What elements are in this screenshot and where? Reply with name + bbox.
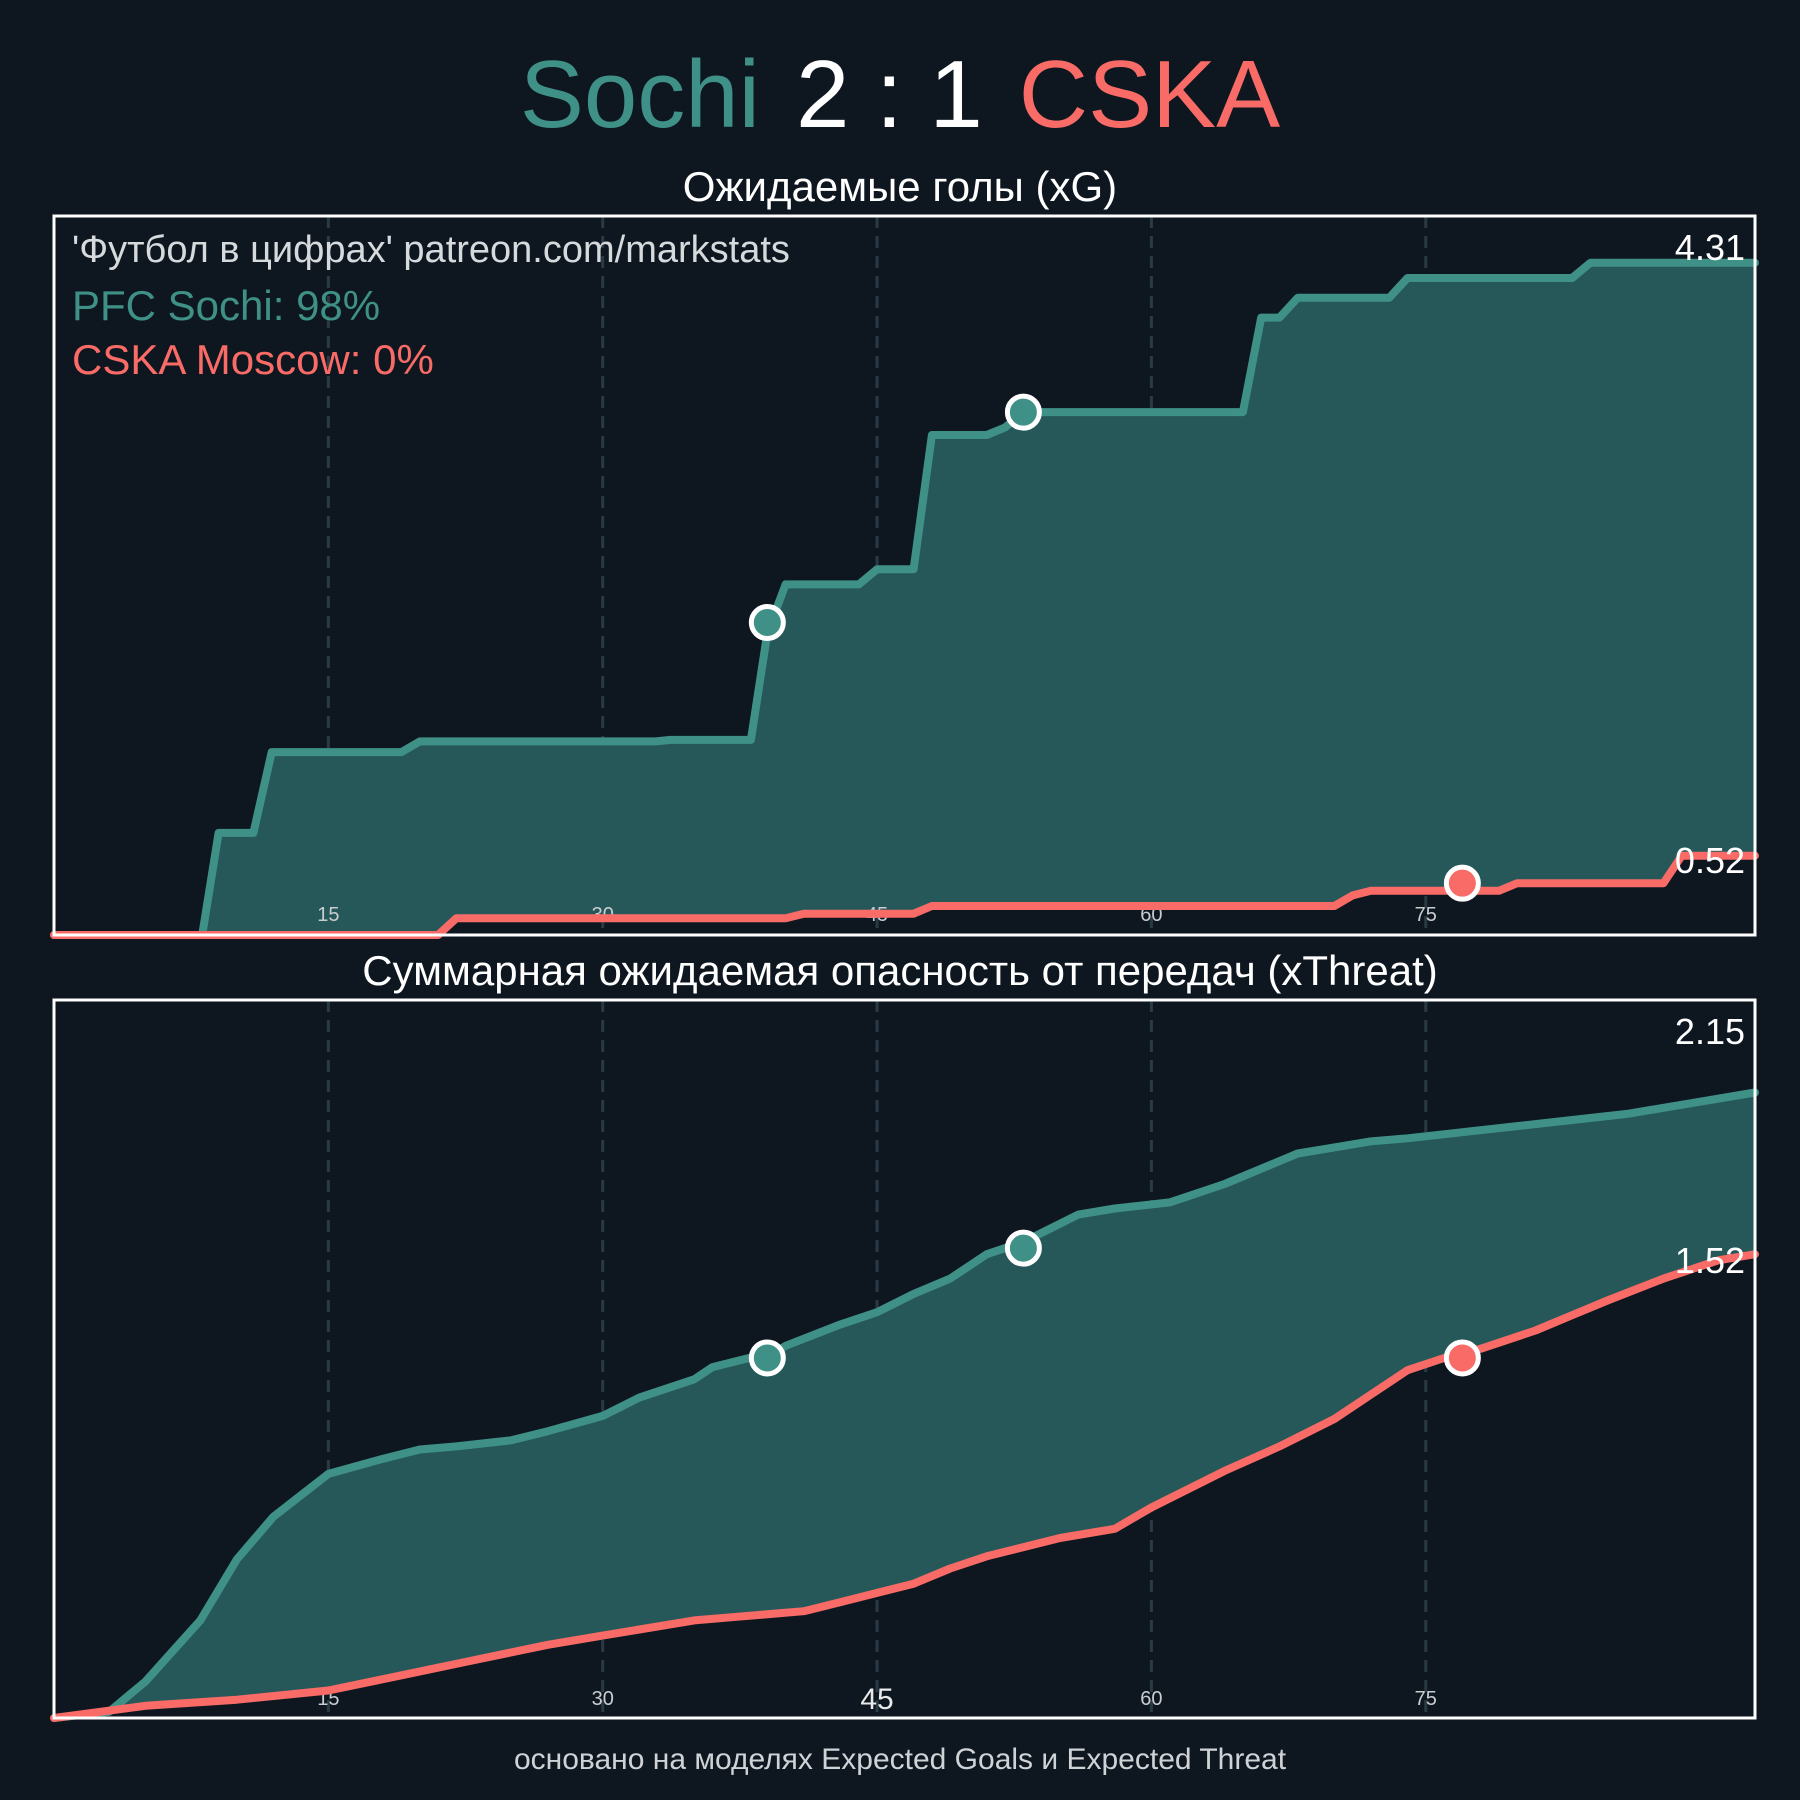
credit-text: 'Футбол в цифрах' patreon.com/markstats — [72, 229, 790, 271]
xg-chart-title: Ожидаемые голы (xG) — [682, 163, 1118, 210]
x-tick-label: 60 — [1140, 1688, 1162, 1710]
legend-home-probability: PFC Sochi: 98% — [72, 282, 381, 329]
home-final-value: 4.31 — [1675, 227, 1745, 268]
x-tick-label: 75 — [1415, 904, 1437, 926]
home-series-line — [50, 258, 1759, 939]
chart-frame — [52, 998, 1757, 1720]
home-team-name: Sochi — [519, 41, 760, 148]
chart-panel-0: 15 30 45 60 754.310.52 — [50, 214, 1759, 939]
home-goal-marker — [1004, 393, 1042, 431]
away-goal-marker — [1443, 1339, 1481, 1377]
away-team-name: CSKA — [1018, 41, 1281, 148]
chart-frame — [52, 214, 1757, 937]
xthreat-chart-title: Суммарная ожидаемая опасность от передач… — [362, 947, 1438, 994]
x-tick-label: 30 — [592, 1688, 614, 1710]
home-goal-marker — [748, 604, 786, 642]
match-score: 2 : 1 — [795, 41, 983, 148]
home-goal-marker — [748, 1339, 786, 1377]
away-series-line — [50, 1250, 1759, 1722]
home-goal-marker — [1004, 1229, 1042, 1267]
x-tick-label: 15 — [317, 904, 339, 926]
difference-area — [54, 1092, 1755, 1718]
difference-area — [54, 262, 1755, 935]
footer-note: основано на моделях Expected Goals и Exp… — [513, 1743, 1287, 1776]
legend-away-probability: CSKA Moscow: 0% — [72, 336, 434, 383]
home-final-value: 2.15 — [1675, 1011, 1745, 1052]
x-tick-label: 75 — [1415, 1688, 1437, 1710]
away-series-line — [50, 851, 1759, 939]
away-final-value: 1.52 — [1675, 1240, 1745, 1281]
chart-panel-1: 15 30 45 60 752.151.52 — [50, 998, 1759, 1722]
away-final-value: 0.52 — [1675, 840, 1745, 881]
match-header: Sochi 2 : 1 CSKA — [0, 40, 1800, 150]
x-tick-label: 45 — [860, 1683, 893, 1716]
home-series-line — [50, 1088, 1759, 1722]
away-goal-marker — [1443, 864, 1481, 902]
